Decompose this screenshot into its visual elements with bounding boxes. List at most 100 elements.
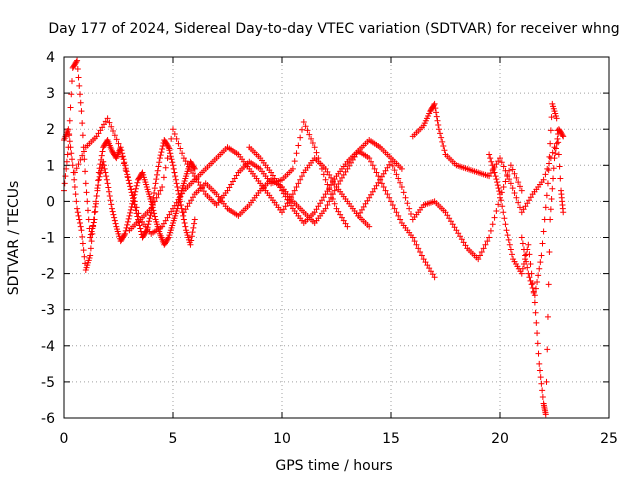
data-point — [80, 247, 87, 254]
data-point — [171, 169, 178, 176]
data-point — [375, 173, 382, 180]
data-point — [298, 126, 305, 133]
data-point — [155, 163, 162, 170]
data-point — [167, 153, 174, 160]
data-point — [153, 176, 160, 183]
data-point — [88, 238, 95, 245]
data-point — [426, 265, 433, 272]
data-point — [539, 387, 546, 394]
data-point — [320, 194, 327, 201]
data-point — [380, 183, 387, 190]
data-point — [513, 174, 520, 181]
data-point — [494, 182, 501, 189]
series-sat-f — [246, 144, 438, 281]
x-tick-label: 0 — [60, 431, 69, 447]
grid-lines — [64, 57, 609, 418]
data-point — [182, 158, 189, 165]
data-point — [536, 360, 543, 367]
data-point — [324, 181, 331, 188]
data-point — [177, 193, 184, 200]
data-point — [76, 91, 83, 98]
data-point — [507, 162, 514, 169]
data-point — [291, 158, 298, 165]
data-point — [440, 143, 447, 150]
data-point — [549, 149, 556, 156]
data-point — [311, 144, 318, 151]
data-point — [138, 170, 145, 177]
data-point — [159, 143, 166, 150]
data-point — [186, 200, 193, 207]
data-point — [143, 227, 150, 234]
data-point — [279, 187, 285, 194]
data-point — [340, 171, 347, 178]
data-point — [123, 168, 130, 175]
data-point — [400, 189, 407, 196]
data-point — [315, 203, 322, 210]
x-tick-label: 10 — [273, 431, 291, 447]
data-point — [76, 220, 83, 227]
data-point — [491, 214, 498, 221]
data-point — [326, 185, 333, 192]
data-point — [549, 185, 556, 192]
data-point — [317, 160, 324, 167]
data-point — [503, 227, 510, 234]
data-point — [180, 209, 187, 216]
data-point — [458, 236, 465, 243]
data-point — [546, 160, 553, 167]
data-point — [191, 165, 198, 172]
data-point — [395, 212, 402, 219]
y-tick-label: -1 — [41, 231, 55, 247]
data-point — [537, 374, 544, 381]
data-point — [509, 166, 516, 173]
data-point — [536, 367, 543, 374]
data-point — [393, 209, 400, 216]
data-point — [371, 185, 378, 192]
data-point — [326, 198, 333, 205]
data-point — [284, 196, 291, 203]
data-point — [111, 217, 118, 224]
data-point — [532, 309, 539, 316]
data-point — [415, 245, 422, 252]
data-point — [191, 173, 198, 180]
data-point — [105, 184, 112, 191]
data-point — [333, 205, 340, 212]
data-point — [449, 221, 456, 228]
data-point — [523, 258, 530, 265]
data-point — [147, 212, 154, 219]
data-point — [536, 265, 543, 272]
data-point — [560, 209, 567, 216]
data-point — [179, 150, 186, 157]
data-point — [358, 206, 365, 213]
series-sat-j — [518, 100, 567, 299]
data-point — [170, 126, 176, 133]
data-point — [68, 78, 75, 85]
data-point — [329, 191, 336, 198]
data-point — [497, 191, 503, 198]
y-tick-label: 2 — [46, 122, 55, 138]
data-point — [364, 197, 371, 204]
series-sat-e — [180, 137, 405, 227]
data-point — [77, 99, 84, 106]
data-point — [97, 127, 104, 134]
data-point — [477, 252, 484, 259]
data-point — [74, 57, 81, 64]
data-point — [398, 165, 405, 172]
data-point — [125, 215, 132, 222]
data-point — [67, 104, 74, 111]
data-point — [534, 340, 541, 347]
data-point — [164, 155, 171, 162]
data-point — [496, 188, 503, 195]
data-point — [373, 169, 380, 176]
data-point — [369, 162, 376, 169]
data-point — [108, 201, 115, 208]
data-point — [546, 248, 553, 255]
data-point — [433, 109, 440, 116]
data-point — [502, 221, 509, 228]
x-tick-labels: 0 5 10 15 20 25 — [60, 431, 618, 447]
data-point — [455, 230, 462, 237]
data-point — [280, 206, 287, 213]
data-point — [99, 148, 106, 155]
data-point — [125, 177, 132, 184]
data-point — [451, 224, 458, 231]
data-point — [544, 346, 551, 353]
